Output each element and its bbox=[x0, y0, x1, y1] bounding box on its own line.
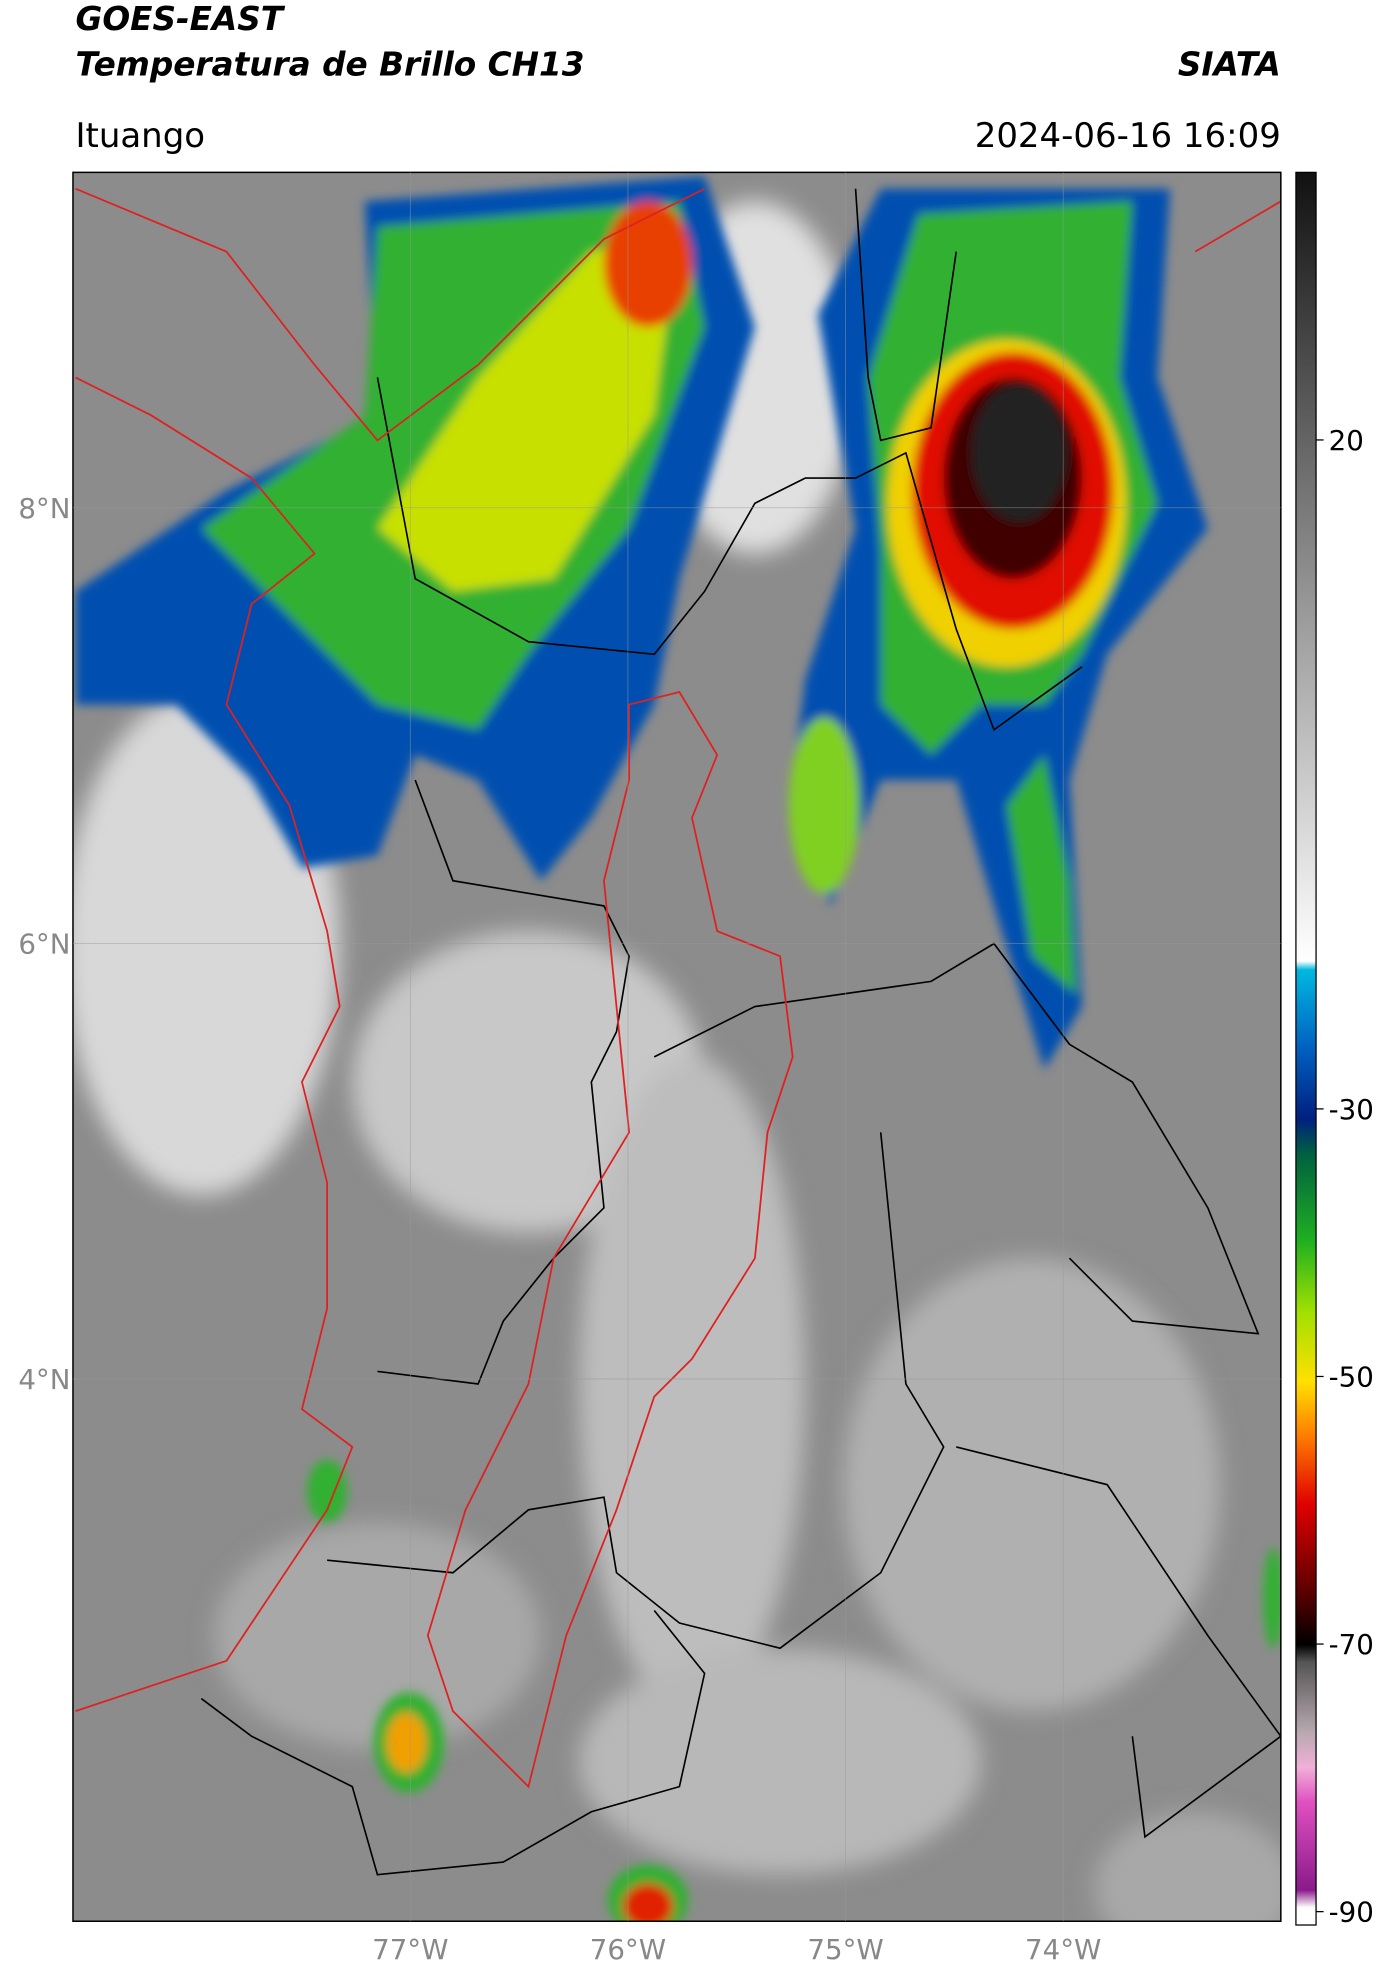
x-tick-label: 76°W bbox=[590, 1933, 666, 1966]
y-tick-label: 8°N bbox=[18, 492, 70, 525]
x-tick-label: 75°W bbox=[807, 1933, 883, 1966]
title: GOES-EAST bbox=[75, 0, 285, 38]
colorbar-tick-label: -50 bbox=[1329, 1361, 1374, 1394]
y-tick-label: 4°N bbox=[18, 1363, 70, 1396]
organization: SIATA bbox=[1178, 45, 1281, 83]
x-tick-label: 74°W bbox=[1025, 1933, 1101, 1966]
y-tick-label: 6°N bbox=[18, 927, 70, 960]
x-tick-label: 77°W bbox=[372, 1933, 448, 1966]
map-frame bbox=[72, 171, 1282, 1922]
colorbar-tick-label: -70 bbox=[1329, 1628, 1374, 1661]
satellite-image bbox=[72, 172, 1281, 1922]
colorbar bbox=[1295, 171, 1317, 1926]
colorbar-tick-label: -30 bbox=[1329, 1093, 1374, 1126]
subtitle: Temperatura de Brillo CH13 bbox=[75, 45, 584, 83]
datetime: 2024-06-16 16:09 bbox=[975, 116, 1281, 156]
colorbar-tick-label: 20 bbox=[1329, 424, 1364, 457]
location: Ituango bbox=[75, 116, 205, 156]
colorbar-tick-label: -90 bbox=[1329, 1896, 1374, 1929]
